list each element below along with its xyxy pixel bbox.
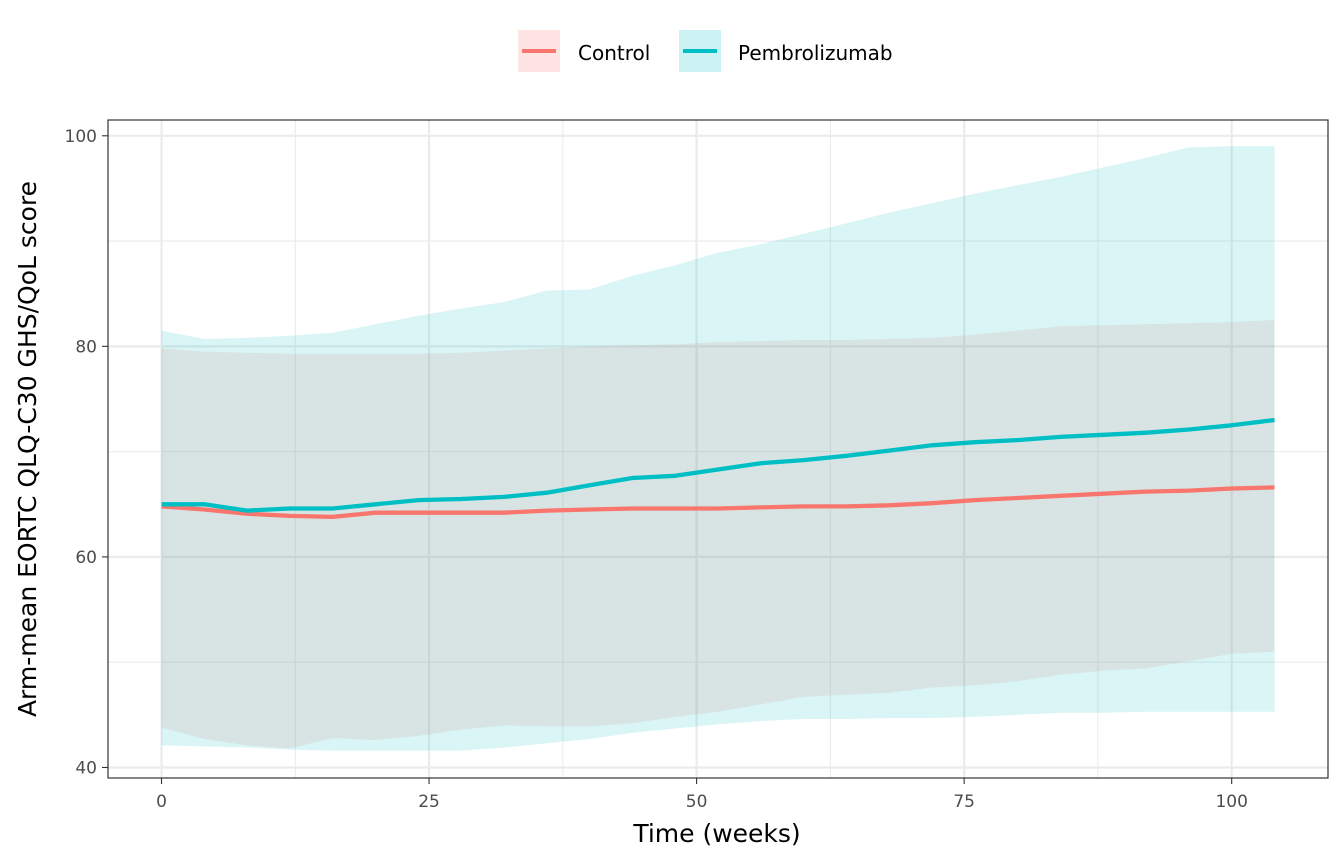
y-tick-label: 100 xyxy=(65,127,97,147)
x-tick-label: 50 xyxy=(686,792,708,812)
confidence-bands xyxy=(161,146,1275,751)
legend-label-pembrolizumab: Pembrolizumab xyxy=(738,41,893,65)
x-axis-title: Time (weeks) xyxy=(632,819,800,848)
y-axis: 40 60 80 100 xyxy=(65,127,108,778)
panel-border xyxy=(107,119,1329,779)
band-pembrolizumab xyxy=(161,146,1275,751)
y-tick-label: 60 xyxy=(75,548,97,568)
legend-label-control: Control xyxy=(578,41,650,65)
line-control xyxy=(161,485,1275,520)
x-tick-label: 25 xyxy=(418,792,440,812)
series-lines xyxy=(161,417,1275,520)
y-axis-title: Arm-mean EORTC QLQ-C30 GHS/QoL score xyxy=(13,181,42,717)
legend: Control Pembrolizumab xyxy=(518,30,893,72)
y-tick-label: 80 xyxy=(75,337,97,357)
x-tick-label: 100 xyxy=(1215,792,1247,812)
y-tick-label: 40 xyxy=(75,758,97,778)
grid xyxy=(108,120,1328,778)
band-control xyxy=(161,320,1275,749)
x-tick-label: 0 xyxy=(156,792,167,812)
x-axis: 0 25 50 75 100 xyxy=(156,778,1248,812)
x-tick-label: 75 xyxy=(953,792,975,812)
line-pembrolizumab xyxy=(161,417,1275,513)
